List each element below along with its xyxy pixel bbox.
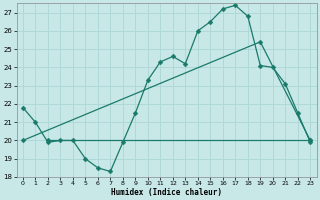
X-axis label: Humidex (Indice chaleur): Humidex (Indice chaleur) — [111, 188, 222, 197]
